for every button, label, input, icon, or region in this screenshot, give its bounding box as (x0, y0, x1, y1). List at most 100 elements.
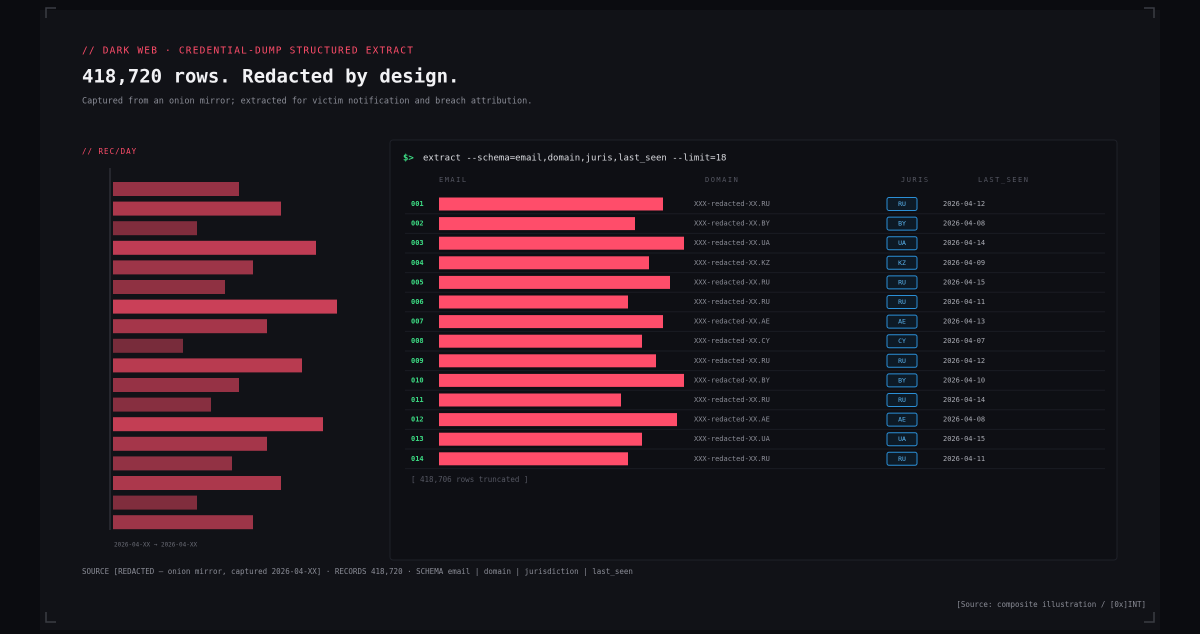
juris: BY (898, 220, 906, 228)
domain: XXX-redacted-XX.AE (694, 318, 770, 326)
juris-badge (886, 393, 918, 407)
last-seen: 2026-04-08 (943, 220, 985, 228)
redacted-email (439, 315, 663, 329)
row-id: 006 (411, 298, 424, 306)
juris: RU (898, 200, 906, 208)
bar (113, 240, 316, 255)
redacted-email (439, 256, 649, 270)
last-seen: 2026-04-07 (943, 337, 985, 345)
row-id: 003 (411, 239, 424, 247)
domain: XXX-redacted-XX.RU (694, 298, 770, 306)
row-id: 001 (411, 200, 424, 208)
domain: XXX-redacted-XX.BY (694, 220, 771, 228)
source-line: SOURCE [REDACTED — onion mirror, capture… (82, 567, 633, 576)
subtitle: Captured from an onion mirror; extracted… (82, 97, 532, 107)
bar (113, 417, 323, 432)
row-id: 007 (411, 318, 424, 326)
column-header: DOMAIN (705, 176, 739, 184)
kicker: // DARK WEB · CREDENTIAL-DUMP STRUCTURED… (82, 46, 414, 57)
row-id: 011 (411, 396, 424, 404)
bar (113, 436, 267, 451)
juris-badge (886, 334, 918, 349)
last-seen: 2026-04-15 (943, 435, 985, 443)
bar (113, 299, 337, 314)
juris: KZ (898, 259, 906, 267)
domain: XXX-redacted-XX.UA (694, 435, 771, 443)
domain: XXX-redacted-XX.RU (694, 278, 770, 286)
command: extract --schema=email,domain,juris,last… (423, 154, 726, 164)
redacted-email (439, 413, 677, 427)
row-id: 004 (411, 259, 424, 267)
domain: XXX-redacted-XX.RU (694, 357, 770, 365)
last-seen: 2026-04-11 (943, 298, 985, 306)
last-seen: 2026-04-10 (943, 376, 985, 384)
redacted-email (439, 432, 642, 446)
row-id: 008 (411, 337, 424, 345)
juris-badge (886, 412, 918, 427)
last-seen: 2026-04-12 (943, 357, 985, 365)
juris: AE (898, 416, 906, 424)
bar (113, 456, 232, 471)
row-id: 012 (411, 416, 424, 424)
credit: [Source: composite illustration / [0x]IN… (956, 600, 1146, 609)
juris: CY (898, 337, 906, 345)
redacted-email (439, 393, 621, 407)
bar (113, 397, 211, 412)
bar (113, 201, 281, 216)
bar (113, 338, 183, 353)
redacted-email (439, 217, 635, 231)
last-seen: 2026-04-13 (943, 318, 985, 326)
juris: BY (898, 376, 906, 384)
domain: XXX-redacted-XX.CY (694, 337, 771, 345)
headline: 418,720 rows. Redacted by design. (82, 66, 460, 88)
last-seen: 2026-04-14 (943, 239, 985, 247)
last-seen: 2026-04-09 (943, 259, 985, 267)
juris-badge (886, 216, 918, 231)
juris: AE (898, 318, 906, 326)
redacted-email (439, 295, 628, 309)
juris: RU (898, 298, 906, 306)
juris: UA (898, 239, 906, 247)
juris: RU (898, 357, 906, 365)
chart-title: // REC/DAY (82, 147, 137, 156)
bar (113, 358, 302, 373)
juris-badge (886, 295, 918, 309)
bar (113, 182, 239, 196)
domain: XXX-redacted-XX.BY (694, 376, 771, 384)
truncated-note: [ 418,706 rows truncated ] (411, 475, 528, 484)
juris-badge (886, 275, 918, 290)
row-id: 014 (411, 455, 424, 463)
domain: XXX-redacted-XX.AE (694, 416, 770, 424)
juris-badge (886, 432, 918, 447)
row-id: 010 (411, 376, 424, 384)
juris-badge (886, 451, 918, 466)
row-id: 013 (411, 435, 424, 443)
juris: RU (898, 455, 906, 463)
column-header: JURIS (901, 176, 930, 184)
redacted-email (439, 452, 628, 466)
redacted-email (439, 197, 663, 211)
bar (113, 319, 267, 334)
juris-badge (886, 255, 918, 270)
bar (113, 515, 253, 530)
juris-badge (886, 236, 918, 251)
redacted-email (439, 354, 656, 368)
bar (113, 476, 281, 490)
domain: XXX-redacted-XX.RU (694, 396, 770, 404)
column-header: EMAIL (439, 176, 468, 184)
bar (113, 378, 239, 392)
redacted-email (439, 275, 670, 289)
last-seen: 2026-04-14 (943, 396, 985, 404)
bar (113, 280, 225, 294)
last-seen: 2026-04-11 (943, 455, 985, 463)
juris: UA (898, 435, 906, 443)
juris-badge (886, 353, 918, 368)
domain: XXX-redacted-XX.RU (694, 455, 770, 463)
column-header: LAST_SEEN (978, 176, 1029, 184)
last-seen: 2026-04-12 (943, 200, 985, 208)
juris: RU (898, 396, 906, 404)
bar (113, 495, 197, 510)
last-seen: 2026-04-08 (943, 416, 985, 424)
